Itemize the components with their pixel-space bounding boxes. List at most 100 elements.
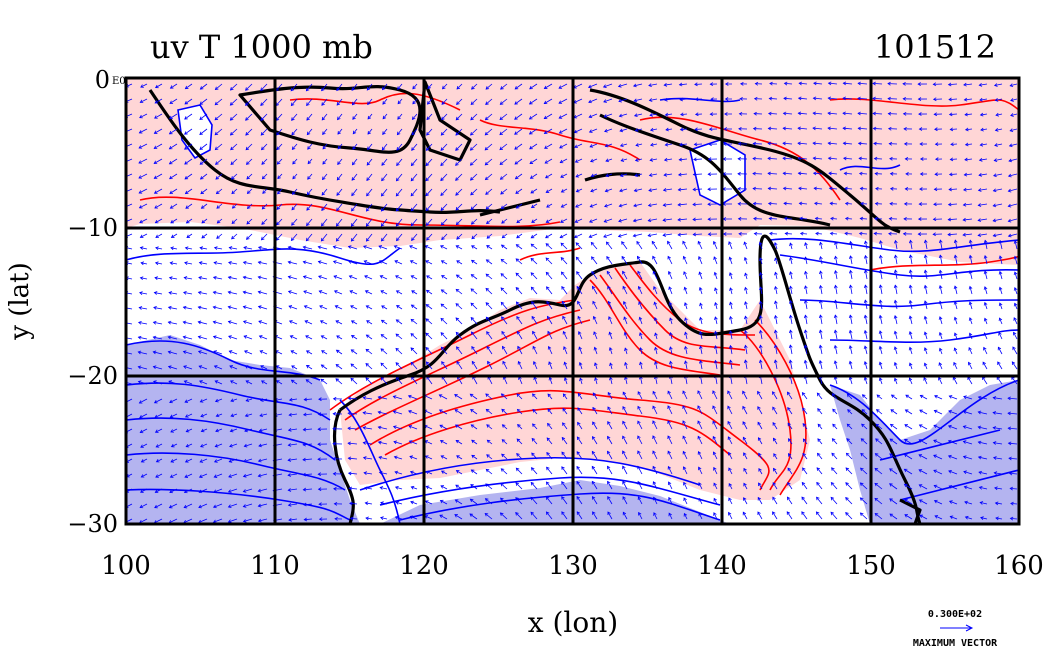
wind-vector-head bbox=[257, 290, 262, 295]
wind-vector-head bbox=[574, 159, 579, 163]
wind-vector bbox=[410, 188, 418, 197]
wind-vector-head bbox=[739, 96, 743, 101]
wind-vector-head bbox=[637, 450, 641, 455]
wind-vector-head bbox=[963, 395, 967, 400]
wind-vector-head bbox=[230, 146, 234, 151]
wind-vector-head bbox=[259, 413, 264, 418]
wind-vector bbox=[639, 376, 643, 385]
wind-vector-head bbox=[411, 147, 415, 151]
wind-vector-head bbox=[619, 173, 624, 178]
wind-vector bbox=[229, 350, 238, 355]
wind-vector-head bbox=[979, 501, 984, 505]
wind-vector bbox=[155, 218, 163, 224]
wind-vector-head bbox=[302, 442, 306, 447]
wind-vector-head bbox=[139, 114, 143, 119]
wind-vector bbox=[954, 347, 958, 355]
wind-vector bbox=[804, 285, 808, 295]
wind-vector bbox=[530, 188, 538, 194]
wind-vector bbox=[682, 435, 688, 445]
wind-vector-head bbox=[287, 290, 292, 294]
wind-vector-head bbox=[351, 101, 356, 106]
wind-vector bbox=[544, 158, 553, 164]
wind-vector bbox=[919, 409, 928, 415]
wind-vector-head bbox=[933, 187, 938, 192]
wind-vector-head bbox=[377, 440, 382, 445]
wind-vector bbox=[713, 467, 718, 475]
wind-vector bbox=[993, 442, 1003, 445]
wind-vector bbox=[198, 350, 208, 355]
wind-vector bbox=[245, 128, 253, 136]
wind-vector-head bbox=[502, 345, 506, 350]
wind-vector-head bbox=[786, 496, 791, 501]
wind-vector-head bbox=[530, 496, 535, 501]
wind-vector bbox=[637, 481, 643, 490]
wind-vector bbox=[668, 497, 673, 505]
wind-vector bbox=[337, 128, 343, 135]
wind-vector bbox=[365, 348, 373, 355]
wind-vector bbox=[138, 366, 148, 370]
wind-vector-head bbox=[199, 399, 204, 403]
wind-vector bbox=[169, 398, 178, 403]
wind-vector-head bbox=[364, 501, 369, 506]
wind-vector-head bbox=[624, 361, 628, 366]
wind-vector bbox=[993, 412, 1003, 415]
wind-vector-head bbox=[682, 255, 687, 260]
wind-vector-head bbox=[618, 203, 623, 208]
wind-vector bbox=[714, 272, 718, 280]
wind-vector bbox=[141, 458, 148, 463]
wind-vector bbox=[246, 233, 253, 240]
wind-vector bbox=[591, 451, 598, 460]
wind-vector-head bbox=[545, 243, 550, 247]
wind-vector-head bbox=[633, 113, 638, 118]
wind-vector-head bbox=[859, 512, 864, 516]
wind-vector-head bbox=[887, 111, 892, 116]
wind-vector-head bbox=[562, 315, 566, 320]
wind-vector-head bbox=[845, 482, 849, 486]
wind-vector-head bbox=[698, 286, 703, 291]
wind-vector bbox=[667, 451, 673, 460]
wind-vector bbox=[260, 398, 268, 401]
wind-vector-head bbox=[258, 428, 263, 433]
wind-vector-head bbox=[547, 393, 552, 398]
wind-vector bbox=[409, 440, 418, 445]
wind-vector bbox=[288, 488, 298, 491]
wind-vector bbox=[351, 233, 358, 242]
wind-vector bbox=[620, 143, 628, 147]
wind-vector bbox=[889, 438, 898, 445]
wind-vector bbox=[441, 113, 448, 120]
wind-vector-head bbox=[347, 441, 351, 446]
wind-vector bbox=[558, 113, 568, 119]
wind-vector-head bbox=[964, 127, 969, 132]
wind-vector bbox=[138, 336, 148, 340]
wind-vector bbox=[334, 290, 343, 295]
wind-vector bbox=[303, 488, 313, 491]
wind-vector bbox=[409, 245, 418, 250]
wind-vector bbox=[185, 413, 193, 418]
wind-vector bbox=[607, 301, 613, 310]
wind-vector bbox=[485, 113, 493, 121]
wind-vector-head bbox=[377, 410, 382, 415]
wind-vector-head bbox=[604, 203, 608, 208]
wind-vector bbox=[245, 98, 253, 106]
wind-vector bbox=[426, 486, 433, 490]
wind-vector-head bbox=[213, 365, 218, 369]
wind-vector bbox=[969, 286, 973, 295]
wind-vector bbox=[532, 346, 538, 355]
wind-vector-head bbox=[699, 316, 703, 321]
wind-vector-head bbox=[607, 391, 612, 396]
wind-vector bbox=[363, 442, 373, 445]
wind-vector-head bbox=[784, 231, 789, 236]
wind-vector-head bbox=[863, 254, 868, 259]
wind-vector-head bbox=[485, 408, 490, 413]
wind-vector-head bbox=[516, 316, 520, 320]
wind-vector bbox=[336, 83, 343, 91]
wind-vector bbox=[623, 316, 628, 325]
wind-vector-head bbox=[788, 453, 792, 457]
wind-vector bbox=[978, 441, 988, 445]
wind-vector-head bbox=[908, 315, 913, 320]
wind-vector-head bbox=[332, 471, 337, 476]
wind-vector bbox=[859, 173, 868, 175]
wind-vector-head bbox=[169, 115, 173, 120]
y-tick-label: 0 bbox=[95, 66, 110, 94]
wind-vector bbox=[243, 518, 253, 522]
